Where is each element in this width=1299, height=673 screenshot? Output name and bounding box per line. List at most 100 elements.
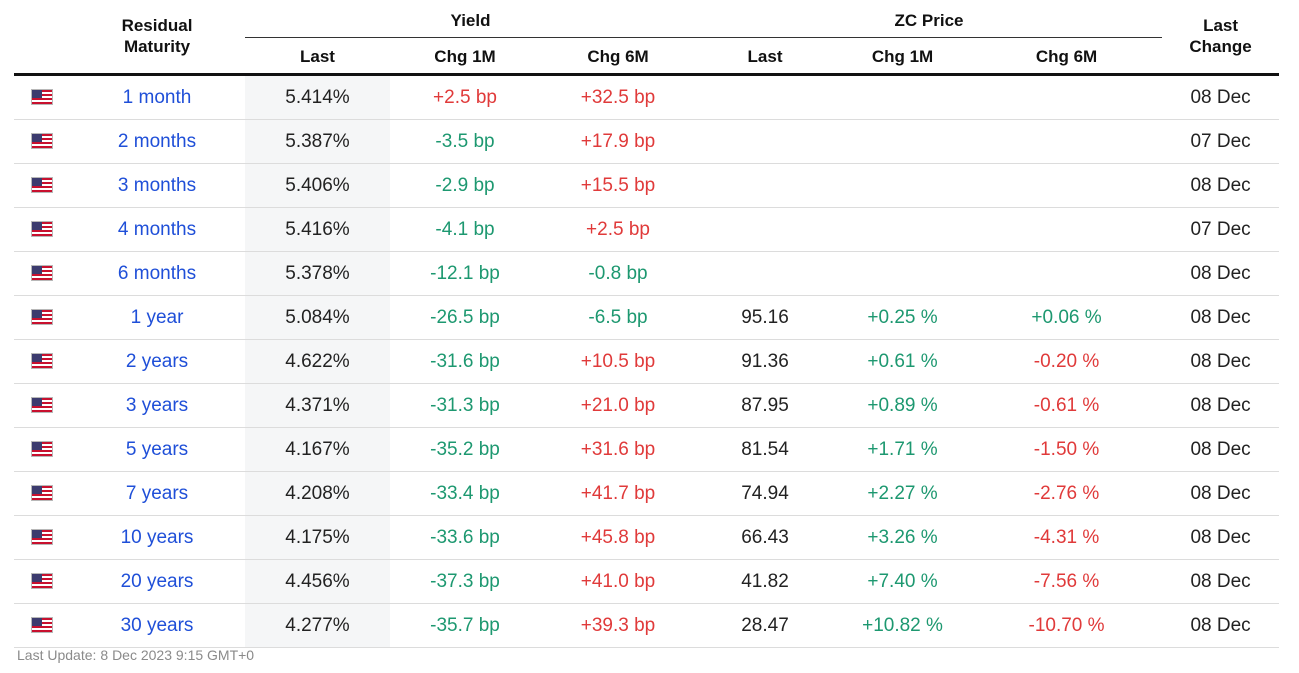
yield-last-cell: 4.208% xyxy=(245,471,390,516)
flag-cell xyxy=(14,251,69,296)
zc-last-cell xyxy=(696,74,835,120)
yield-last-cell: 4.622% xyxy=(245,339,390,384)
maturity-link[interactable]: 7 years xyxy=(125,482,189,504)
last-change-cell: 08 Dec xyxy=(1162,74,1280,120)
yield-chg6m-cell: +17.9 bp xyxy=(540,119,697,164)
yield-chg6m-cell: +41.7 bp xyxy=(540,471,697,516)
zc-chg1m-cell xyxy=(834,74,972,120)
yield-chg6m-cell: +21.0 bp xyxy=(540,383,697,428)
yield-chg6m-cell: +32.5 bp xyxy=(540,74,697,120)
yield-group-title: Yield xyxy=(450,11,491,30)
zc-last-cell: 41.82 xyxy=(696,559,835,604)
us-flag-icon xyxy=(30,397,53,414)
zc-chg1m-cell: +10.82 % xyxy=(834,603,972,648)
last-change-cell: 08 Dec xyxy=(1162,559,1280,604)
flag-cell xyxy=(14,603,69,648)
yield-chg1m-header: Chg 1M xyxy=(390,39,540,76)
table-row: 2 years 4.622% -31.6 bp +10.5 bp 91.36 +0.61 … xyxy=(14,339,1280,384)
maturity-header-line1: Residual xyxy=(121,16,193,35)
maturity-link[interactable]: 2 months xyxy=(117,130,197,152)
flag-cell xyxy=(14,427,69,472)
yield-last-cell: 5.084% xyxy=(245,295,390,340)
maturity-cell: 5 years xyxy=(69,427,245,472)
last-change-cell: 08 Dec xyxy=(1162,471,1280,516)
table-row: 7 years 4.208% -33.4 bp +41.7 bp 74.94 +2.27 … xyxy=(14,471,1280,516)
maturity-cell: 2 months xyxy=(69,119,245,164)
bond-yields-table: Residual Maturity Yield ZC Price Last Ch… xyxy=(14,0,1280,648)
yield-last-cell: 4.371% xyxy=(245,383,390,428)
yield-chg6m-cell: +15.5 bp xyxy=(540,163,697,208)
table-row: 3 months 5.406% -2.9 bp +15.5 bp 08 Dec xyxy=(14,163,1280,208)
us-flag-icon xyxy=(30,265,53,282)
yield-chg1m-cell: -12.1 bp xyxy=(390,251,540,296)
zc-last-cell: 74.94 xyxy=(696,471,835,516)
zc-price-group-header: ZC Price xyxy=(696,0,1163,39)
zc-chg1m-cell xyxy=(834,251,972,296)
last-change-cell: 07 Dec xyxy=(1162,207,1280,252)
maturity-link[interactable]: 20 years xyxy=(120,570,194,592)
zc-chg6m-cell: -1.50 % xyxy=(971,427,1163,472)
zc-chg1m-cell xyxy=(834,207,972,252)
zc-chg6m-cell: -2.76 % xyxy=(971,471,1163,516)
last-change-cell: 08 Dec xyxy=(1162,427,1280,472)
zc-price-group-title: ZC Price xyxy=(894,11,964,30)
maturity-link[interactable]: 3 months xyxy=(117,174,197,196)
flag-cell xyxy=(14,119,69,164)
maturity-column-header: Residual Maturity xyxy=(69,0,245,76)
zc-last-cell: 95.16 xyxy=(696,295,835,340)
zc-chg6m-cell: +0.06 % xyxy=(971,295,1163,340)
maturity-cell: 3 months xyxy=(69,163,245,208)
yield-last-cell: 4.277% xyxy=(245,603,390,648)
yield-chg1m-cell: -26.5 bp xyxy=(390,295,540,340)
maturity-cell: 10 years xyxy=(69,515,245,560)
table-row: 4 months 5.416% -4.1 bp +2.5 bp 07 Dec xyxy=(14,207,1280,252)
table-row: 1 year 5.084% -26.5 bp -6.5 bp 95.16 +0.25 % +… xyxy=(14,295,1280,340)
last-change-header-line1: Last xyxy=(1203,16,1239,35)
maturity-link[interactable]: 30 years xyxy=(120,614,194,636)
table-row: 30 years 4.277% -35.7 bp +39.3 bp 28.47 +10.8… xyxy=(14,603,1280,648)
us-flag-icon xyxy=(30,89,53,106)
last-change-cell: 08 Dec xyxy=(1162,251,1280,296)
maturity-link[interactable]: 4 months xyxy=(117,218,197,240)
yield-last-cell: 5.378% xyxy=(245,251,390,296)
maturity-link[interactable]: 1 year xyxy=(130,306,184,328)
zc-chg1m-cell xyxy=(834,163,972,208)
table-row: 2 months 5.387% -3.5 bp +17.9 bp 07 Dec xyxy=(14,119,1280,164)
zc-price-group-divider xyxy=(696,37,1163,38)
zc-chg1m-cell: +7.40 % xyxy=(834,559,972,604)
flag-cell xyxy=(14,295,69,340)
zc-chg6m-cell xyxy=(971,251,1163,296)
yield-last-header: Last xyxy=(245,39,390,76)
us-flag-icon xyxy=(30,573,53,590)
us-flag-icon xyxy=(30,221,53,238)
zc-last-header: Last xyxy=(696,39,835,76)
last-change-cell: 08 Dec xyxy=(1162,295,1280,340)
zc-last-cell xyxy=(696,119,835,164)
maturity-link[interactable]: 5 years xyxy=(125,438,189,460)
yield-chg6m-cell: +39.3 bp xyxy=(540,603,697,648)
zc-last-cell xyxy=(696,207,835,252)
maturity-cell: 30 years xyxy=(69,603,245,648)
flag-cell xyxy=(14,339,69,384)
maturity-link[interactable]: 10 years xyxy=(120,526,194,548)
bond-rows: 1 month 5.414% +2.5 bp +32.5 bp 08 Dec 2 mont… xyxy=(14,74,1280,648)
maturity-link[interactable]: 1 month xyxy=(122,86,192,108)
yield-chg1m-cell: -31.6 bp xyxy=(390,339,540,384)
yield-last-cell: 5.406% xyxy=(245,163,390,208)
table-row: 20 years 4.456% -37.3 bp +41.0 bp 41.82 +7.40… xyxy=(14,559,1280,604)
maturity-link[interactable]: 6 months xyxy=(117,262,197,284)
last-change-cell: 07 Dec xyxy=(1162,119,1280,164)
maturity-cell: 2 years xyxy=(69,339,245,384)
maturity-cell: 7 years xyxy=(69,471,245,516)
yield-chg6m-cell: +45.8 bp xyxy=(540,515,697,560)
yield-last-cell: 4.167% xyxy=(245,427,390,472)
yield-chg1m-cell: +2.5 bp xyxy=(390,74,540,120)
maturity-cell: 6 months xyxy=(69,251,245,296)
maturity-link[interactable]: 2 years xyxy=(125,350,189,372)
maturity-header-line2: Maturity xyxy=(123,37,191,56)
maturity-link[interactable]: 3 years xyxy=(125,394,189,416)
zc-chg6m-cell xyxy=(971,207,1163,252)
zc-chg6m-cell: -7.56 % xyxy=(971,559,1163,604)
yield-group-header: Yield xyxy=(245,0,697,39)
yield-chg1m-cell: -33.6 bp xyxy=(390,515,540,560)
